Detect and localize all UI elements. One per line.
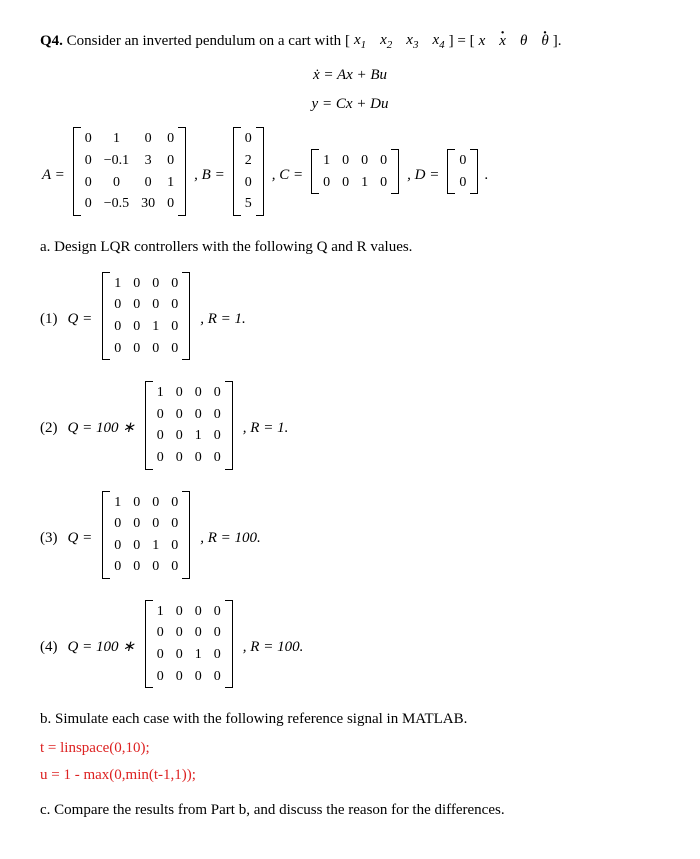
case-Q-matrix: 1000000000100000 [145, 600, 233, 695]
part-a: a. Design LQR controllers with the follo… [40, 237, 660, 258]
case-Q-label: Q = 100 ∗ [68, 418, 135, 439]
case-Q-matrix: 1000000000100000 [102, 272, 190, 367]
case-index: (2) [40, 418, 58, 439]
system-matrices-row: A = 01000−0.13000010−0.5300 , B = 0205 ,… [40, 127, 660, 222]
D-label: , D = [407, 165, 439, 186]
case-Q-label: Q = 100 ∗ [68, 637, 135, 658]
q-intro: Consider an inverted pendulum on a cart … [63, 33, 345, 49]
case-R-label: , R = 1. [243, 418, 289, 439]
case-R-label: , R = 100. [200, 528, 261, 549]
code-line-2: u = 1 - max(0,min(t-1,1)); [40, 765, 660, 786]
state-vector-rhs: [ x x θ θ ] [470, 31, 558, 52]
code-line-1: t = linspace(0,10); [40, 738, 660, 759]
case-row: (4) Q = 100 ∗ 1000000000100000 , R = 100. [40, 600, 660, 695]
q-label: Q4. [40, 33, 63, 49]
case-row: (2) Q = 100 ∗ 1000000000100000 , R = 1. [40, 381, 660, 476]
case-Q-label: Q = [68, 309, 93, 330]
case-index: (4) [40, 637, 58, 658]
case-R-label: , R = 100. [243, 637, 304, 658]
period: . [484, 165, 488, 186]
state-vector-lhs: [ x1 x2 x3 x4 ] [345, 30, 454, 53]
C-label: , C = [272, 165, 303, 186]
case-row: (1) Q = 1000000000100000 , R = 1. [40, 272, 660, 367]
state-eq-2: y = Cx + Du [40, 94, 660, 115]
case-Q-label: Q = [68, 528, 93, 549]
part-c: c. Compare the results from Part b, and … [40, 800, 660, 821]
case-R-label: , R = 1. [200, 309, 246, 330]
state-eq-1: ẋ = Ax + Bu [40, 65, 660, 86]
matrix-A: 01000−0.13000010−0.5300 [73, 127, 186, 222]
B-label: , B = [194, 165, 225, 186]
case-index: (3) [40, 528, 58, 549]
matrix-B: 0205 [233, 127, 264, 222]
case-Q-matrix: 1000000000100000 [102, 491, 190, 586]
part-b: b. Simulate each case with the following… [40, 709, 660, 730]
cases-container: (1) Q =1000000000100000, R = 1.(2) Q = 1… [40, 272, 660, 696]
question-title: Q4. Consider an inverted pendulum on a c… [40, 30, 660, 53]
case-Q-matrix: 1000000000100000 [145, 381, 233, 476]
case-row: (3) Q = 1000000000100000 , R = 100. [40, 491, 660, 586]
case-index: (1) [40, 309, 58, 330]
matrix-C: 10000010 [311, 149, 399, 201]
A-label: A = [42, 165, 65, 186]
matrix-D: 00 [447, 149, 478, 201]
